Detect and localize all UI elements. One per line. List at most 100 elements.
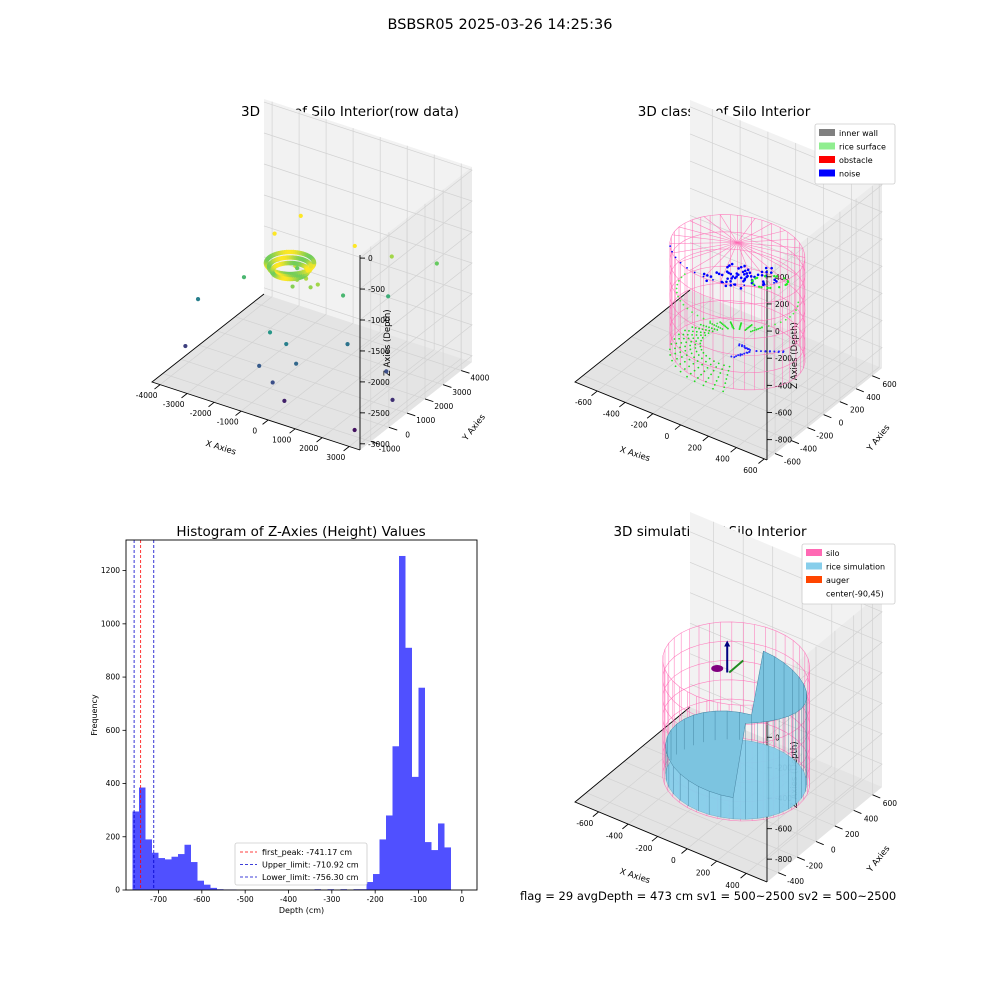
p2-noise-point [717, 272, 721, 276]
p1-x-tick-label: -2000 [190, 409, 212, 418]
p2-noise-point [730, 262, 734, 266]
p2-rice-surface-point [697, 354, 700, 356]
p2-x-tick-label: 0 [665, 432, 670, 441]
p2-noise-point [753, 284, 756, 287]
p3-y-axis-label: Frequency [90, 694, 99, 736]
p2-rice-surface-point [711, 323, 714, 325]
p2-noise-point [742, 279, 745, 283]
p2-rice-surface-point [708, 326, 710, 329]
p2-x-tick [591, 390, 598, 396]
p4-z-tick-label: -600 [775, 825, 792, 834]
p1-data-point [384, 369, 389, 374]
p4-y-tick-label: -400 [787, 877, 804, 886]
p3-x-tick-label: -500 [237, 895, 254, 904]
p4-x-tick-label: -200 [635, 844, 652, 853]
p2-noise-point [737, 267, 740, 270]
p2-silo-roof-spoke [703, 216, 738, 243]
p2-noise-point [686, 266, 688, 269]
p2-z-gridline [689, 160, 883, 332]
p2-silo-roof-spoke [678, 226, 738, 243]
p2-rice-surface-point [759, 327, 761, 330]
p2-rice-surface-point [717, 376, 720, 378]
p2-rice-surface-point [726, 373, 729, 376]
p2-rice-surface-point [669, 348, 671, 351]
p1-z-tick-label: -1000 [368, 316, 390, 325]
p2-noise-point [773, 281, 775, 284]
p2-noise-point [733, 356, 736, 359]
p2-z-tick-label: -200 [775, 354, 792, 363]
p2-y-tick [774, 453, 783, 458]
p4-xy-axis-lines [574, 706, 768, 883]
p3-x-tick-label: -300 [323, 895, 340, 904]
status-line: flag = 29 avgDepth = 473 cm sv1 = 500~25… [520, 889, 897, 903]
p1-y-tick [370, 441, 380, 445]
p1-data-point [282, 398, 287, 403]
p2-x-tick [619, 401, 626, 408]
p2-rice-surface-point [688, 330, 690, 332]
p2-legend-swatch [819, 129, 835, 136]
p1-y-tick-label: 1000 [416, 416, 435, 425]
panel2-classify-3d-plot: -600-400-2000200400600-600-400-200020040… [574, 100, 897, 475]
p3-y-tick-label: 1200 [101, 566, 120, 575]
p2-y-tick [855, 388, 864, 393]
p2-silo-roof-spoke [737, 242, 772, 285]
p4-y-axis-label: Y Axies [865, 844, 893, 876]
p2-rice-surface-point [691, 333, 694, 336]
p2-noise-point [743, 264, 746, 268]
p3-histogram-bar [204, 884, 211, 890]
p2-rice-surface-point [674, 347, 676, 350]
p1-x-tick-label: -3000 [163, 400, 185, 409]
p1-x-tick-label: -4000 [136, 391, 158, 400]
p2-noise-point [745, 272, 749, 275]
p2-silo-roof-spoke [737, 242, 806, 258]
p4-y-tick [778, 872, 787, 877]
p2-rice-surface-point [686, 375, 688, 378]
p2-z-gridline [689, 187, 883, 359]
p2-rice-surface-point [729, 321, 732, 324]
p1-data-point [267, 330, 273, 335]
p4-legend-label: silo [826, 549, 840, 558]
p2-y-tick [791, 440, 800, 445]
p3-histogram-bar [366, 882, 373, 890]
p1-x-tick [262, 419, 269, 425]
p1-z-tick-label: -1500 [368, 347, 390, 356]
p2-silo-roof-spoke [689, 242, 738, 272]
p2-rice-surface-point [720, 322, 723, 325]
p2-rice-surface-point [717, 362, 720, 365]
p2-rice-surface-point [775, 275, 779, 278]
p2-noise-point [756, 273, 760, 277]
p3-y-tick-label: 0 [115, 886, 120, 895]
p2-silo-roof-spoke [672, 242, 738, 254]
p4-legend [801, 543, 896, 605]
p1-z-tick-label: -500 [368, 285, 385, 294]
p2-noise-point [777, 351, 780, 354]
p4-legend-swatch [806, 589, 822, 597]
p4-x-gridline [746, 583, 862, 874]
p2-rice-surface-point [767, 325, 770, 327]
p2-rice-surface-point [682, 333, 685, 336]
p1-data-point [386, 294, 391, 299]
p2-rice-surface-point [675, 342, 678, 345]
p2-x-tick-label: 600 [743, 466, 758, 475]
p2-noise-point [739, 287, 743, 290]
p2-rice-surface-point [694, 326, 697, 329]
p2-rice-surface-point [710, 373, 712, 376]
p1-z-tick-label: -2000 [368, 378, 390, 387]
p2-rice-surface-point [677, 279, 680, 282]
p2-y-tick-label: -200 [816, 432, 833, 441]
p2-rice-surface-point [695, 340, 698, 343]
p1-data-point [340, 293, 346, 298]
p1-data-point [352, 427, 357, 433]
p2-noise-point [715, 271, 719, 274]
p3-legend-label: Upper_limit: -710.92 cm [262, 861, 359, 870]
panel1-raw-data-3d-plot: -4000-3000-2000-10000100020003000-100001… [136, 99, 490, 462]
p2-rice-surface-point [750, 324, 753, 326]
p1-x-tick [343, 446, 350, 452]
p3-histogram-bar [418, 687, 425, 890]
p3-histogram-bar [431, 850, 438, 890]
p2-rice-surface-point [706, 366, 709, 369]
p2-legend-label: rice surface [839, 143, 886, 152]
p2-x-tick-label: 200 [688, 443, 703, 452]
p2-rice-surface-point [675, 291, 678, 294]
p2-rice-surface-point [691, 330, 694, 333]
